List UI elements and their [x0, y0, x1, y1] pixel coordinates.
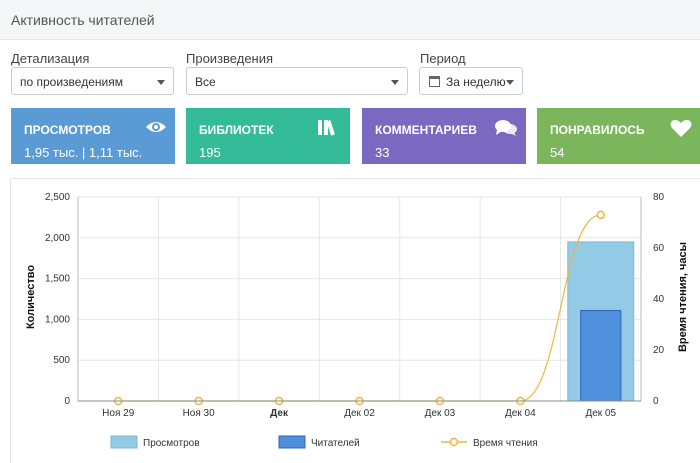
card-libraries[interactable]: БИБЛИОТЕК 195 [186, 108, 350, 164]
legend-item[interactable]: Время чтения [441, 437, 538, 449]
card-comments-title: КОММЕНТАРИЕВ [375, 123, 477, 137]
detail-select-value: по произведениям [20, 75, 123, 89]
reading-time-line [118, 214, 601, 402]
bar-readers[interactable] [580, 309, 622, 402]
y2-tick-label: 40 [653, 294, 665, 305]
card-likes-value: 54 [550, 145, 565, 160]
y2-tick-label: 0 [653, 396, 659, 407]
x-tick-label: Дек 02 [344, 408, 375, 419]
legend-item[interactable]: Читателей [278, 435, 360, 449]
y-tick-label: 2,000 [45, 233, 70, 244]
y2-axis-title: Время чтения, часы [677, 242, 689, 352]
reading-time-point[interactable] [596, 210, 606, 220]
legend-label: Просмотров [143, 438, 200, 449]
card-likes-title: ПОНРАВИЛОСЬ [550, 123, 645, 137]
x-tick-label: Дек 03 [425, 408, 456, 419]
legend-label: Читателей [311, 438, 360, 449]
y2-tick-label: 60 [653, 243, 665, 254]
detail-label: Детализация [11, 51, 90, 66]
page-header: Активность читателей [0, 0, 700, 40]
comments-icon [495, 120, 517, 136]
card-libraries-title: БИБЛИОТЕК [199, 123, 274, 137]
legend-swatch [278, 435, 306, 449]
legend-label: Время чтения [473, 438, 538, 449]
period-dropdown-button[interactable]: За неделю [419, 67, 523, 95]
card-comments-value: 33 [375, 145, 390, 160]
y-tick-label: 0 [64, 396, 70, 407]
y2-tick-label: 80 [653, 192, 665, 203]
period-value: За неделю [446, 75, 506, 89]
card-comments[interactable]: КОММЕНТАРИЕВ 33 [362, 108, 526, 164]
page-title: Активность читателей [11, 12, 155, 28]
x-tick-label: Дек 05 [585, 408, 616, 419]
period-label: Период [420, 51, 466, 66]
works-select-value: Все [195, 75, 216, 89]
x-tick-label: Дек 04 [505, 408, 536, 419]
y-tick-label: 1,000 [45, 314, 70, 325]
chevron-down-icon [157, 80, 165, 85]
card-libraries-value: 195 [199, 145, 221, 160]
works-label: Произведения [186, 51, 274, 66]
card-likes[interactable]: ПОНРАВИЛОСЬ 54 [537, 108, 700, 164]
x-tick-label: Дек [270, 408, 289, 419]
detail-select[interactable]: по произведениям [11, 67, 174, 95]
y2-tick-label: 20 [653, 345, 665, 356]
y-tick-label: 500 [53, 355, 70, 366]
chevron-down-icon [391, 80, 399, 85]
works-select[interactable]: Все [186, 67, 408, 95]
legend-marker [449, 437, 459, 447]
calendar-icon [429, 76, 440, 87]
books-icon [318, 120, 335, 136]
reader-activity-chart: 0 500 1,000 1,500 2,000 2,500 0 20 40 60 80 Ноя 29 Н… [10, 178, 700, 463]
y-axis-title: Количество [25, 265, 37, 329]
chevron-down-icon [506, 80, 514, 85]
y-tick-label: 1,500 [45, 274, 70, 285]
card-views-title: ПРОСМОТРОВ [24, 123, 111, 137]
heart-icon [670, 119, 692, 137]
legend-swatch [110, 435, 138, 449]
y-tick-label: 2,500 [45, 192, 70, 203]
card-views-value: 1,95 тыс. | 1,11 тыс. [24, 145, 143, 160]
legend-item[interactable]: Просмотров [110, 435, 200, 449]
card-views[interactable]: ПРОСМОТРОВ 1,95 тыс. | 1,11 тыс. [11, 108, 175, 164]
chart-svg: 0 500 1,000 1,500 2,000 2,500 0 20 40 60 80 Ноя 29 Н… [25, 192, 689, 449]
x-tick-label: Ноя 30 [183, 408, 216, 419]
eye-icon [146, 122, 166, 132]
x-tick-label: Ноя 29 [102, 408, 135, 419]
